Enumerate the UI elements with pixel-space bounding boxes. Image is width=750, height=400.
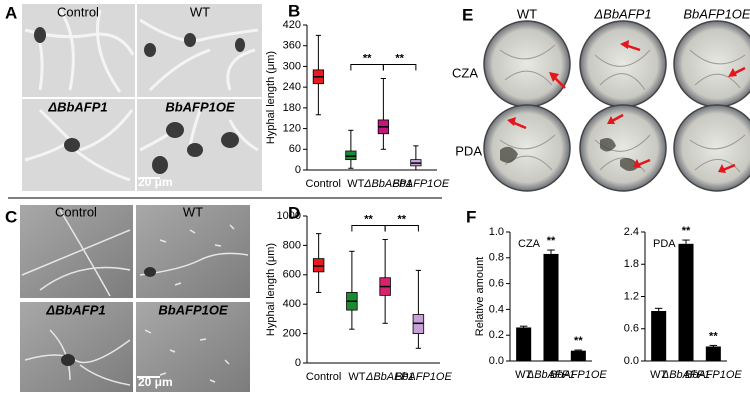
panel-label: E [462, 5, 473, 24]
y-tick-label: 120 [283, 122, 301, 134]
x-tick-label: ΔBbAFP1 [661, 369, 710, 381]
conidia-c [61, 267, 156, 366]
y-axis-label: Relative amount [474, 257, 486, 337]
plates [483, 20, 750, 192]
x-tick-label: BbAFP1OE [395, 371, 453, 383]
significance-label: ** [363, 52, 372, 64]
y-tick-label: 2.4 [624, 226, 639, 238]
panel-label: C [5, 207, 17, 226]
bar [516, 327, 532, 361]
y-tick-label: 0.0 [489, 355, 504, 367]
y-tick-label: 0 [295, 357, 301, 369]
x-tick-label: WT [348, 371, 365, 383]
y-tick-label: 60 [289, 143, 301, 155]
y-axis-label: Hyphal length (μm) [265, 243, 277, 336]
image-label: ΔBbAFP1 [45, 302, 105, 317]
significance-bracket [382, 64, 417, 71]
significance-bracket [384, 225, 419, 232]
significance-label: ** [574, 335, 583, 347]
image-label: WT [183, 204, 203, 219]
x-tick-label: ΔBbAFP1 [365, 371, 414, 383]
image-label: Control [55, 204, 97, 219]
y-tick-label: 1.0 [489, 226, 504, 238]
chart-title: CZA [518, 238, 541, 250]
hyphae-c [21, 209, 249, 386]
scale-label: 20 μm [138, 375, 173, 389]
y-tick-label: 0.6 [624, 323, 639, 335]
panel-label: D [288, 203, 300, 222]
x-tick-label: BbAFP1OE [685, 369, 743, 381]
image-label: WT [190, 4, 210, 19]
y-tick-label: 420 [283, 19, 301, 31]
bar [570, 350, 586, 361]
x-tick-label: Control [306, 178, 341, 190]
y-axis-label: Hyphal length (μm) [265, 51, 277, 144]
x-tick-label: ΔBbAFP1 [526, 369, 575, 381]
scale-label: 20 μm [138, 175, 173, 189]
y-tick-label: 180 [283, 102, 301, 114]
y-tick-label: 0.2 [489, 329, 504, 341]
chart-title: PDA [653, 238, 676, 250]
x-tick-label: ΔBbAFP1 [363, 178, 412, 190]
y-tick-label: 200 [283, 328, 301, 340]
plate-column-label: ΔBbAFP1 [593, 6, 651, 21]
y-tick-label: 240 [283, 81, 301, 93]
image-label: BbAFP1OE [165, 99, 235, 114]
x-tick-label: BbAFP1OE [550, 369, 608, 381]
y-tick-label: 600 [283, 269, 301, 281]
y-tick-label: 360 [283, 40, 301, 52]
y-tick-label: 800 [283, 239, 301, 251]
plate-row-label: PDA [455, 143, 482, 158]
significance-label: ** [395, 52, 404, 64]
significance-label: ** [682, 225, 691, 237]
y-tick-label: 0.0 [624, 355, 639, 367]
bar [705, 346, 721, 361]
x-tick-label: BbAFP1OE [392, 178, 450, 190]
y-tick-label: 0.8 [489, 252, 504, 264]
image-label: BbAFP1OE [158, 302, 228, 317]
y-tick-label: 1.8 [624, 258, 639, 270]
image-label: ΔBbAFP1 [47, 99, 107, 114]
significance-bracket [350, 64, 384, 71]
plate-row-label: CZA [452, 65, 478, 80]
x-tick-label: WT [650, 369, 667, 381]
x-tick-label: WT [347, 178, 364, 190]
y-tick-label: 300 [283, 60, 301, 72]
y-tick-label: 0.6 [489, 278, 504, 290]
significance-label: ** [364, 213, 373, 225]
x-tick-label: Control [306, 371, 341, 383]
panel-label: A [5, 3, 17, 22]
micrograph-c [20, 205, 250, 392]
bar [678, 243, 694, 361]
micrograph-a [22, 4, 262, 191]
x-tick-label: WT [515, 369, 532, 381]
box [345, 150, 357, 161]
y-tick-label: 1000 [277, 210, 301, 222]
bar [543, 253, 559, 361]
significance-bracket [351, 225, 386, 232]
plate-column-label: BbAFP1OE [683, 6, 750, 21]
y-tick-label: 1.2 [624, 290, 639, 302]
y-tick-label: 0 [295, 164, 301, 176]
panel-label: F [466, 207, 476, 226]
significance-label: ** [547, 235, 556, 247]
bar [651, 311, 667, 361]
y-tick-label: 400 [283, 298, 301, 310]
panel-label: B [288, 1, 300, 20]
significance-label: ** [397, 213, 406, 225]
conidia-a [34, 27, 245, 174]
plate-column-label: WT [517, 6, 537, 21]
arrows [507, 40, 746, 173]
image-label: Control [57, 4, 99, 19]
dark-patches [500, 138, 640, 171]
significance-label: ** [709, 330, 718, 342]
y-tick-label: 0.4 [489, 303, 504, 315]
